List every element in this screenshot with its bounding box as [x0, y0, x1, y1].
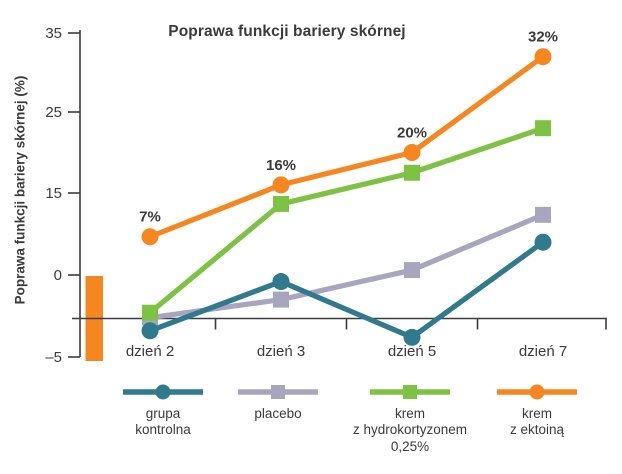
- legend-marker: [529, 384, 545, 400]
- y-tick-label: 25: [45, 104, 62, 121]
- y-tick-label: 15: [45, 185, 62, 202]
- legend-item-krem-z-hydrokortyzonem-0-25-: krem z hydrokortyzonem 0,25%: [325, 383, 495, 455]
- data-point: [272, 176, 290, 194]
- legend-item-grupa-kontrolna: grupa kontrolna: [78, 383, 248, 439]
- legend-label: placebo: [254, 406, 302, 421]
- x-category-label: dzień 2: [126, 343, 174, 360]
- legend-label: krem z ektoiną: [509, 406, 565, 438]
- data-point: [535, 120, 551, 137]
- series-line-grupa-kontrolna: [147, 239, 546, 340]
- legend-marker: [403, 385, 417, 399]
- series-line-krem-z-hydrokortyzonem-0-25-: [147, 125, 546, 316]
- legend-marker: [271, 385, 285, 399]
- legend-line-square-icon: [238, 385, 318, 399]
- legend-label: grupa kontrolna: [135, 406, 191, 438]
- data-point: [273, 291, 289, 308]
- y-tick-label: 35: [45, 25, 62, 42]
- legend-item-placebo: placebo: [193, 383, 363, 422]
- data-point: [141, 322, 159, 340]
- data-point: [273, 195, 289, 212]
- data-point: [535, 206, 551, 223]
- data-point-label: 20%: [397, 125, 427, 142]
- chart-plot-area: 35 25 15 0 –5 dzień 2 dzień 3 dzień 5 dzień 7 7% 1…: [45, 25, 607, 366]
- data-point-label: 32%: [528, 29, 558, 46]
- x-category-label: dzień 7: [519, 343, 567, 360]
- data-point: [142, 304, 158, 321]
- legend-line-circle-icon: [123, 384, 203, 400]
- data-point-label: 16%: [266, 157, 296, 174]
- data-point: [404, 164, 420, 181]
- legend-line-square-icon: [370, 385, 450, 399]
- legend-label: krem z hydrokortyzonem 0,25%: [352, 406, 468, 454]
- data-point: [404, 262, 420, 279]
- y-tick-label: –5: [45, 349, 62, 366]
- y-tick-label: 0: [54, 267, 62, 284]
- data-point: [141, 228, 159, 246]
- chart-legend: grupa kontrolna placebo krem z hydrokortyzon…: [0, 383, 622, 474]
- data-point: [534, 233, 552, 251]
- chart-title: Poprawa funkcji bariery skórnej: [168, 23, 406, 40]
- legend-marker: [155, 384, 171, 400]
- data-point-label: 7%: [139, 209, 161, 226]
- series-line-krem-z-ektoin-: [147, 54, 546, 240]
- data-point: [534, 48, 552, 66]
- data-point: [272, 273, 290, 291]
- legend-line-circle-icon: [497, 384, 577, 400]
- data-point: [403, 328, 421, 346]
- x-category-label: dzień 5: [388, 343, 436, 360]
- data-point: [403, 144, 421, 161]
- x-category-label: dzień 3: [257, 343, 305, 360]
- legend-item-krem-z-ektoin-: krem z ektoiną: [452, 383, 622, 439]
